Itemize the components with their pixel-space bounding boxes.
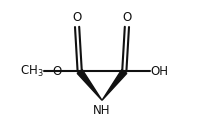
Text: CH$_3$: CH$_3$	[20, 64, 44, 79]
Text: NH: NH	[93, 104, 111, 117]
Text: O: O	[52, 65, 61, 78]
Text: OH: OH	[151, 65, 169, 78]
Text: O: O	[122, 11, 132, 24]
Text: O: O	[72, 11, 82, 24]
Polygon shape	[77, 70, 102, 100]
Polygon shape	[102, 70, 127, 100]
